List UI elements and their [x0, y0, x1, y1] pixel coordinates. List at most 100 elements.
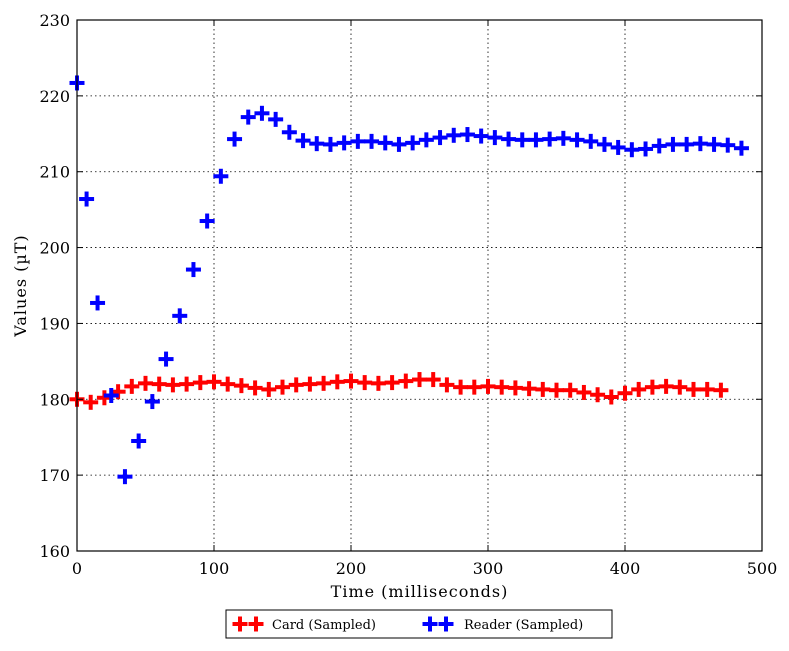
data-point [466, 379, 482, 395]
y-tick-label: 180 [39, 390, 70, 409]
data-point [90, 295, 106, 311]
data-point [692, 136, 708, 152]
data-point [179, 376, 195, 392]
data-point [233, 378, 249, 394]
data-point [686, 381, 701, 397]
data-point [665, 136, 681, 152]
data-point [439, 377, 455, 393]
data-point [206, 374, 222, 390]
data-point [432, 130, 448, 146]
data-point [220, 376, 236, 392]
data-point [596, 136, 612, 152]
data-point [514, 132, 530, 148]
data-point [213, 168, 229, 184]
data-point [651, 138, 667, 154]
data-point [185, 262, 201, 278]
data-point [480, 378, 496, 394]
data-point [542, 131, 558, 147]
data-point [158, 351, 174, 367]
data-point [151, 376, 167, 392]
series-reader [69, 75, 749, 485]
data-point [79, 191, 95, 207]
data-point [720, 137, 736, 153]
data-point [610, 139, 626, 155]
data-point [583, 133, 599, 149]
y-tick-label: 200 [39, 239, 70, 258]
data-point [507, 380, 523, 396]
data-point [473, 128, 489, 144]
data-point [172, 308, 188, 324]
legend-marker [438, 616, 454, 632]
data-point [275, 379, 290, 395]
data-point [658, 378, 674, 394]
data-point [192, 375, 208, 391]
x-tick-label: 500 [747, 559, 778, 578]
data-point [309, 136, 325, 152]
legend-marker [232, 616, 248, 632]
data-point [706, 136, 722, 152]
data-point [83, 394, 99, 410]
data-point [117, 469, 133, 485]
data-point [268, 111, 284, 127]
data-point [357, 375, 373, 391]
data-point [446, 127, 462, 143]
y-tick-label: 160 [39, 542, 70, 561]
data-point [501, 131, 517, 147]
data-point [336, 135, 352, 151]
x-tick-label: 200 [336, 559, 367, 578]
data-point [350, 133, 366, 149]
data-point [247, 380, 263, 396]
data-point [322, 136, 338, 152]
data-point [144, 394, 160, 410]
data-point [165, 377, 181, 393]
y-tick-label: 220 [39, 87, 70, 106]
data-point [624, 142, 640, 158]
plot-area [77, 20, 762, 551]
data-point [617, 385, 633, 401]
plot-frame [76, 19, 763, 552]
series-layer [69, 75, 749, 485]
legend-label: Card (Sampled) [272, 618, 376, 633]
legend-item: Reader (Sampled) [422, 616, 583, 633]
x-tick-label: 0 [72, 559, 82, 578]
data-point [576, 384, 592, 400]
data-point [329, 374, 345, 390]
x-tick-label: 100 [199, 559, 230, 578]
data-point [138, 375, 153, 391]
data-point [391, 136, 407, 152]
data-point [227, 131, 243, 147]
data-point [288, 377, 304, 393]
data-point [412, 372, 427, 388]
data-point [295, 133, 311, 149]
data-point [316, 375, 332, 391]
data-point [521, 381, 537, 397]
data-point [261, 381, 277, 397]
legend-item: Card (Sampled) [232, 616, 376, 633]
data-point [487, 130, 503, 146]
data-point [453, 379, 469, 395]
data-point [425, 372, 441, 388]
data-point [418, 132, 434, 148]
grid [77, 20, 762, 551]
data-point [131, 433, 147, 449]
data-point [343, 373, 359, 389]
data-point [240, 109, 256, 125]
y-tick-label: 230 [39, 11, 70, 30]
data-point [199, 213, 215, 229]
data-point [535, 381, 551, 397]
axis-ticks: 0 100 200 300 400 500 160 170 180 190 200 210 220 230 [39, 11, 777, 578]
x-tick-label: 400 [610, 559, 641, 578]
legend: Card (Sampled) Reader (Sampled) [225, 609, 613, 639]
data-point [459, 127, 475, 143]
data-point [494, 379, 510, 395]
data-point [638, 141, 654, 157]
data-point [672, 379, 688, 395]
data-point [124, 378, 140, 394]
data-point [377, 135, 393, 151]
data-point [555, 130, 571, 146]
data-point [384, 375, 400, 391]
x-axis-label: Time (milliseconds) [331, 582, 509, 601]
data-point [302, 376, 318, 392]
data-point [644, 379, 660, 395]
